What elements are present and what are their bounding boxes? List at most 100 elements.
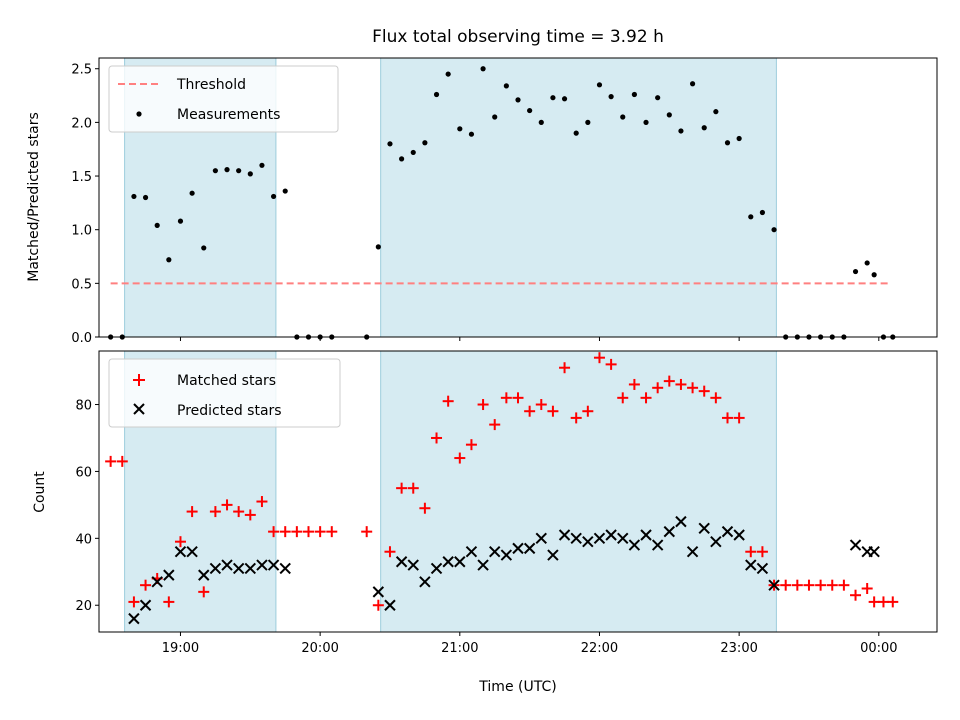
measurement-point bbox=[666, 112, 672, 118]
measurement-point bbox=[236, 168, 242, 174]
predicted-star-point bbox=[768, 579, 780, 591]
matched-star-point bbox=[361, 526, 373, 538]
measurement-point bbox=[282, 188, 288, 194]
y-tick-label: 2.0 bbox=[71, 116, 92, 131]
matched-star-point bbox=[303, 526, 314, 538]
matched-star-point bbox=[687, 382, 699, 394]
matched-star-point bbox=[116, 455, 128, 467]
matched-star-point bbox=[605, 358, 617, 370]
measurement-point bbox=[596, 82, 603, 88]
predicted-star-point bbox=[279, 562, 291, 575]
predicted-star-point bbox=[256, 559, 268, 571]
y-tick-label: 1.5 bbox=[71, 170, 92, 185]
measurement-point bbox=[515, 97, 521, 103]
bottom-y-axis-label: Count bbox=[32, 471, 48, 513]
predicted-star-point bbox=[489, 546, 501, 558]
matched-star-point bbox=[570, 412, 582, 424]
measurement-point bbox=[689, 81, 696, 87]
matched-star-point bbox=[524, 405, 536, 417]
matched-star-point bbox=[512, 392, 524, 404]
matched-star-point bbox=[291, 526, 303, 538]
legend-matched-swatch bbox=[133, 374, 145, 386]
predicted-star-point bbox=[465, 546, 478, 558]
y-tick-label: 80 bbox=[75, 399, 92, 414]
matched-star-point bbox=[140, 579, 152, 591]
matched-star-point bbox=[128, 596, 140, 608]
x-tick-label: 00:00 bbox=[860, 641, 897, 656]
predicted-star-point bbox=[535, 532, 547, 545]
measurement-point bbox=[410, 149, 416, 156]
x-tick-label: 23:00 bbox=[720, 641, 757, 656]
predicted-star-point bbox=[500, 549, 513, 561]
measurement-point bbox=[771, 227, 777, 233]
matched-star-point bbox=[268, 526, 280, 538]
measurement-point bbox=[724, 140, 731, 146]
matched-star-point bbox=[838, 579, 850, 591]
predicted-star-point bbox=[640, 529, 652, 541]
matched-star-point bbox=[174, 536, 186, 548]
y-tick-label: 0.0 bbox=[71, 331, 92, 346]
measurement-point bbox=[468, 131, 475, 137]
predicted-star-point bbox=[442, 556, 454, 568]
matched-star-point bbox=[803, 579, 815, 591]
measurement-point bbox=[201, 245, 207, 251]
matched-star-point bbox=[628, 378, 640, 390]
predicted-star-point bbox=[663, 525, 676, 538]
matched-star-point bbox=[431, 432, 443, 444]
matched-star-point bbox=[186, 506, 198, 518]
matched-star-point bbox=[500, 392, 512, 404]
predicted-star-point bbox=[710, 535, 722, 548]
top-legend: Threshold Measurements bbox=[108, 65, 339, 133]
y-tick-label: 40 bbox=[75, 532, 92, 547]
top-panel: 0.0 0.5 1.0 1.5 2.0 2.5 Matched/Predicted sta… bbox=[26, 57, 938, 346]
chart-title: Flux total observing time = 3.92 h bbox=[372, 27, 664, 47]
measurement-point bbox=[655, 95, 661, 101]
predicted-star-point bbox=[128, 612, 140, 625]
predicted-star-point bbox=[605, 529, 617, 541]
measurement-point bbox=[189, 190, 195, 196]
predicted-star-point bbox=[209, 562, 222, 575]
predicted-star-point bbox=[547, 549, 559, 561]
matched-star-point bbox=[105, 455, 117, 467]
matched-star-point bbox=[887, 596, 899, 608]
measurement-point bbox=[748, 214, 754, 220]
measurement-point bbox=[142, 194, 149, 201]
measurement-point bbox=[457, 126, 463, 132]
matched-star-point bbox=[826, 579, 838, 591]
bottom-plot-frame bbox=[98, 350, 938, 633]
predicted-star-point bbox=[721, 525, 734, 538]
predicted-star-point bbox=[593, 532, 606, 545]
measurement-point bbox=[387, 141, 393, 147]
predicted-star-point bbox=[686, 546, 699, 558]
measurement-point bbox=[445, 71, 451, 77]
predicted-star-point bbox=[198, 569, 210, 581]
predicted-star-point bbox=[849, 539, 862, 551]
predicted-star-point bbox=[733, 529, 745, 541]
top-x-ticks bbox=[179, 337, 880, 341]
measurement-point bbox=[561, 96, 568, 102]
matched-star-point bbox=[547, 405, 559, 417]
measurement-point bbox=[643, 119, 649, 125]
predicted-star-point bbox=[244, 562, 257, 575]
matched-star-point bbox=[868, 596, 880, 608]
legend-predicted-swatch bbox=[133, 403, 145, 415]
measurement-point bbox=[270, 193, 277, 200]
legend-matched-label: Matched stars bbox=[177, 373, 276, 389]
bottom-shaded-intervals bbox=[124, 350, 777, 633]
predicted-star-point bbox=[267, 559, 280, 571]
measurement-point bbox=[212, 168, 218, 174]
matched-star-point bbox=[559, 362, 571, 374]
matched-star-point bbox=[396, 482, 408, 494]
measurement-point bbox=[864, 260, 870, 266]
matched-star-point bbox=[722, 412, 733, 424]
x-tick-label: 19:00 bbox=[162, 641, 199, 656]
measurement-point bbox=[503, 83, 509, 89]
matched-star-point bbox=[477, 399, 489, 411]
matched-star-point bbox=[582, 405, 594, 417]
matched-star-point bbox=[850, 589, 862, 601]
matched-star-point bbox=[163, 596, 175, 608]
y-tick-label: 0.5 bbox=[71, 277, 92, 292]
measurement-point bbox=[608, 94, 614, 100]
y-tick-label: 60 bbox=[75, 465, 92, 480]
